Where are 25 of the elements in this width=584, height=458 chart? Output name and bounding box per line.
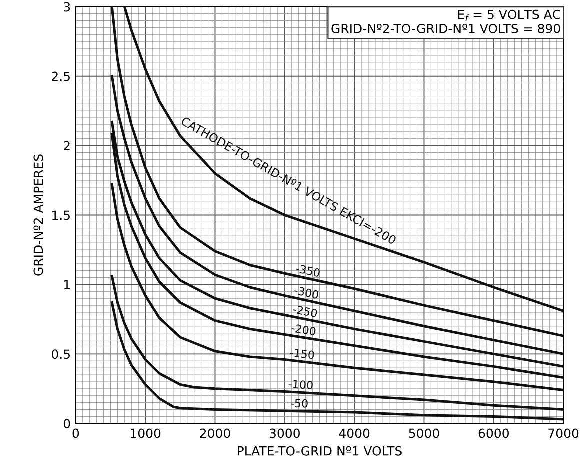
x-tick-label: 1000	[131, 428, 161, 438]
y-tick-label: 3	[64, 2, 70, 12]
y-axis-title: GRID-Nº2 AMPERES	[34, 154, 44, 276]
text: -350	[295, 264, 321, 278]
series-label: -50	[290, 399, 308, 408]
y-tick-label: 0.5	[52, 350, 70, 360]
series-label: -100	[288, 380, 314, 390]
x-tick-label: 2000	[200, 428, 230, 438]
x-tick-label: 7000	[548, 428, 579, 438]
y-tick-label: 1.5	[52, 210, 70, 220]
text: -250	[292, 304, 318, 318]
x-tick-label: 0	[72, 428, 80, 438]
text: -150	[290, 348, 315, 360]
text: -300	[294, 286, 320, 300]
x-axis-title: PLATE-TO-GRID Nº1 VOLTS	[238, 446, 402, 456]
x-tick-label: 3000	[270, 428, 300, 438]
y-tick-label: 2.5	[52, 72, 70, 82]
x-tick-label: 5000	[409, 428, 440, 438]
y-tick-label: 2	[64, 141, 70, 151]
annotation: E$_{f}$ = 5 VOLTS AC GRID-Nº2-TO-GRID-Nº1 VOLTS = 890	[332, 10, 560, 34]
y-tick-label: 1	[64, 280, 70, 290]
text: -200	[291, 324, 316, 336]
x-tick-label: 4000	[339, 428, 370, 438]
y-tick-label: 0	[64, 419, 70, 429]
x-tick-label: 6000	[478, 428, 509, 438]
